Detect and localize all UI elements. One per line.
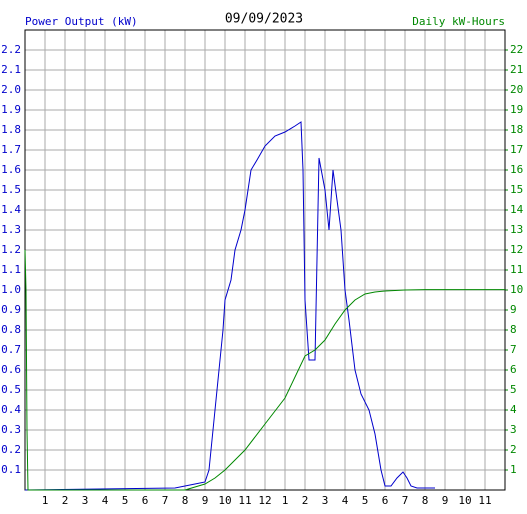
x-tick-label: 7 xyxy=(162,494,169,507)
x-tick-label: 2 xyxy=(62,494,69,507)
x-tick-label: 10 xyxy=(218,494,231,507)
y2-tick-label: 1 xyxy=(510,463,517,476)
x-tick-label: 10 xyxy=(458,494,471,507)
y2-tick-label: 7 xyxy=(510,343,517,356)
y2-tick-label: 19 xyxy=(510,103,523,116)
y-tick-label: 1.0 xyxy=(1,283,21,296)
y2-axis-label: Daily kW-Hours xyxy=(412,15,505,28)
y2-tick-label: 3 xyxy=(510,423,517,436)
x-tick-label: 3 xyxy=(82,494,89,507)
data-line xyxy=(24,249,505,491)
x-tick-label: 11 xyxy=(478,494,491,507)
y-tick-label: 0.1 xyxy=(1,463,21,476)
y-tick-label: 0.2 xyxy=(1,443,21,456)
y2-tick-label: 17 xyxy=(510,143,523,156)
y2-tick-label: 11 xyxy=(510,263,523,276)
x-tick-label: 9 xyxy=(202,494,209,507)
y-tick-label: 1.1 xyxy=(1,263,21,276)
x-tick-label: 6 xyxy=(142,494,149,507)
y-tick-label: 0.9 xyxy=(1,303,21,316)
x-tick-label: 1 xyxy=(42,494,49,507)
y2-tick-label: 12 xyxy=(510,243,523,256)
y2-tick-label: 20 xyxy=(510,83,523,96)
y-tick-label: 1.3 xyxy=(1,223,21,236)
x-tick-label: 4 xyxy=(342,494,349,507)
y2-tick-label: 8 xyxy=(510,323,517,336)
x-tick-label: 9 xyxy=(442,494,449,507)
x-tick-label: 7 xyxy=(402,494,409,507)
y2-tick-label: 6 xyxy=(510,363,517,376)
x-tick-label: 1 xyxy=(282,494,289,507)
x-tick-label: 12 xyxy=(258,494,271,507)
y-tick-label: 1.7 xyxy=(1,143,21,156)
y-tick-label: 1.4 xyxy=(1,203,21,216)
y-tick-label: 1.6 xyxy=(1,163,21,176)
y2-tick-label: 14 xyxy=(510,203,524,216)
y-tick-label: 0.6 xyxy=(1,363,21,376)
y2-tick-label: 4 xyxy=(510,403,517,416)
y2-tick-label: 18 xyxy=(510,123,523,136)
x-tick-label: 6 xyxy=(382,494,389,507)
y2-tick-label: 21 xyxy=(510,63,523,76)
y2-tick-label: 10 xyxy=(510,283,523,296)
y-tick-label: 2.2 xyxy=(1,43,21,56)
y2-tick-label: 16 xyxy=(510,163,523,176)
x-tick-label: 5 xyxy=(122,494,129,507)
x-tick-label: 5 xyxy=(362,494,369,507)
x-tick-label: 8 xyxy=(422,494,429,507)
y-tick-label: 0.8 xyxy=(1,323,21,336)
x-tick-label: 4 xyxy=(102,494,109,507)
y-tick-label: 2.1 xyxy=(1,63,21,76)
x-tick-label: 2 xyxy=(302,494,309,507)
y-tick-label: 1.5 xyxy=(1,183,21,196)
x-tick-label: 11 xyxy=(238,494,251,507)
y-tick-label: 0.7 xyxy=(1,343,21,356)
y2-tick-label: 5 xyxy=(510,383,517,396)
y-tick-label: 1.2 xyxy=(1,243,21,256)
y-tick-label: 0.5 xyxy=(1,383,21,396)
y2-tick-label: 22 xyxy=(510,43,523,56)
chart-title: 09/09/2023 xyxy=(225,12,303,27)
y-axis-label: Power Output (kW) xyxy=(25,15,138,28)
y-tick-label: 1.8 xyxy=(1,123,21,136)
y2-tick-label: 9 xyxy=(510,303,517,316)
y2-tick-label: 13 xyxy=(510,223,523,236)
y-tick-label: 0.3 xyxy=(1,423,21,436)
data-line xyxy=(24,121,435,491)
x-tick-label: 8 xyxy=(182,494,189,507)
y-tick-label: 0.4 xyxy=(1,403,21,416)
y2-tick-label: 2 xyxy=(510,443,517,456)
y2-tick-label: 15 xyxy=(510,183,523,196)
y-tick-label: 2.0 xyxy=(1,83,21,96)
x-tick-label: 3 xyxy=(322,494,329,507)
y-tick-label: 1.9 xyxy=(1,103,21,116)
